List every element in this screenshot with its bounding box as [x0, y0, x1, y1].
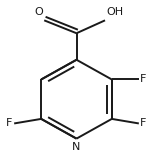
Text: OH: OH [106, 7, 124, 17]
Text: O: O [34, 7, 43, 17]
Text: F: F [140, 74, 147, 85]
Text: F: F [140, 118, 147, 128]
Text: F: F [6, 118, 13, 128]
Text: N: N [72, 142, 81, 152]
